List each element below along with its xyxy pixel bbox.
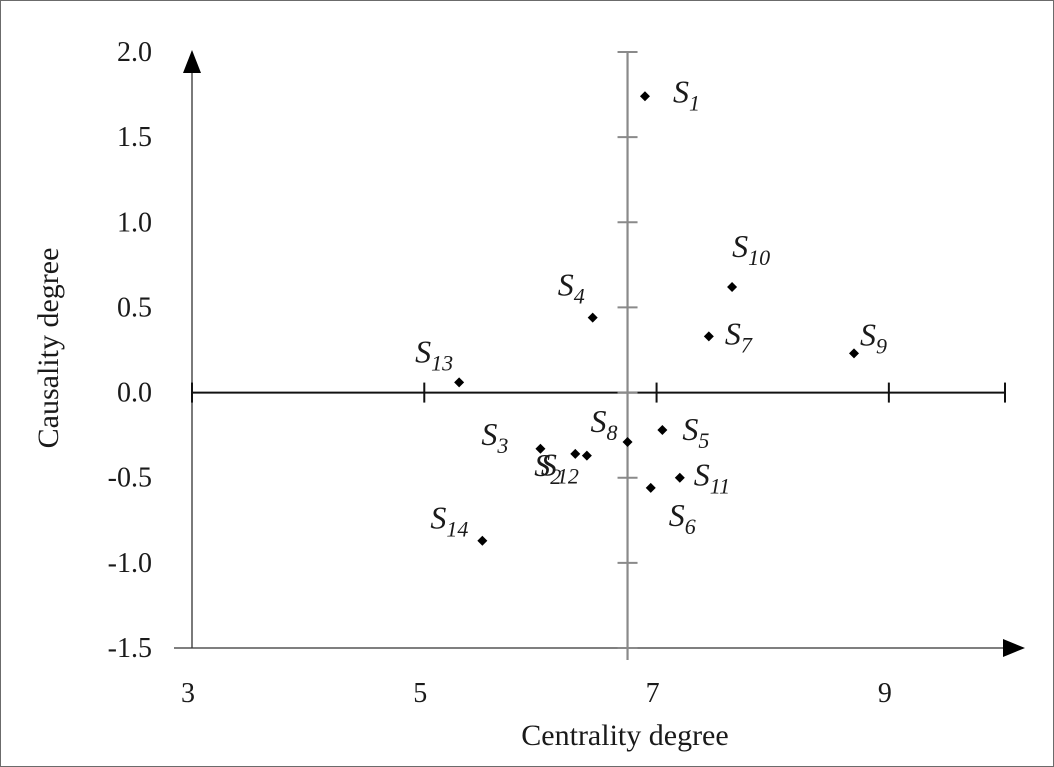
point-label-subscript: 2: [550, 464, 561, 489]
tick-labels-group: 2.0 1.5 1.0 0.5 0.0 -0.5 -1.0 -1.5 3 5 7 9: [108, 37, 892, 709]
x-tick-label: 5: [413, 678, 427, 709]
point-label: S6: [669, 497, 696, 539]
point-label: S2: [534, 447, 561, 489]
point-marker: [849, 348, 860, 359]
point-label-subscript: 7: [741, 332, 753, 357]
point-label-letter: S: [732, 228, 748, 264]
x-tick-label: 7: [646, 678, 660, 709]
x-axis-arrow: [1003, 639, 1025, 657]
point-label-subscript: 6: [685, 514, 696, 539]
point-marker: [477, 535, 488, 546]
point-label: S3: [481, 416, 508, 458]
point-label-subscript: 9: [876, 333, 887, 358]
y-axis-arrow: [183, 50, 201, 73]
y-tick-label: 1.0: [117, 207, 152, 238]
x-axis-title: Centrality degree: [521, 719, 728, 752]
y-tick-label: -1.0: [108, 548, 152, 579]
point-label: S14: [430, 500, 468, 542]
point-label-letter: S: [669, 497, 685, 533]
point-label: S8: [591, 403, 618, 445]
x-tick-label: 3: [181, 678, 195, 709]
y-tick-label: 1.5: [117, 122, 152, 153]
points-group: [454, 91, 860, 546]
point-label: S5: [682, 411, 709, 453]
point-marker: [703, 331, 714, 342]
point-label: S9: [860, 316, 887, 358]
point-label-subscript: 13: [431, 350, 453, 375]
point-marker: [587, 312, 598, 323]
point-label-letter: S: [694, 457, 710, 493]
y-tick-label: 2.0: [117, 37, 152, 68]
y-tick-label: 0.5: [117, 292, 152, 323]
point-label: S11: [694, 457, 730, 499]
point-marker: [622, 436, 633, 447]
point-label: S7: [725, 315, 753, 357]
point-marker: [727, 281, 738, 292]
point-marker: [581, 450, 592, 461]
point-label: S10: [732, 228, 770, 270]
point-label-subscript: 10: [748, 245, 770, 270]
point-label-subscript: 5: [698, 428, 709, 453]
point-label-subscript: 14: [446, 517, 468, 542]
point-label-letter: S: [558, 267, 574, 303]
reference-line-group: [617, 51, 638, 660]
point-label-letter: S: [430, 500, 446, 536]
point-label-letter: S: [673, 73, 689, 109]
point-label-letter: S: [481, 416, 497, 452]
point-label-subscript: 4: [574, 284, 585, 309]
point-label-subscript: 11: [710, 474, 730, 499]
point-label-subscript: 3: [496, 433, 508, 458]
point-marker: [535, 443, 546, 454]
point-marker: [674, 472, 685, 483]
x-tick-label: 9: [878, 678, 892, 709]
point-label-letter: S: [860, 316, 876, 352]
point-label-subscript: 1: [689, 90, 700, 115]
point-label-letter: S: [534, 447, 550, 483]
point-marker: [570, 448, 581, 459]
point-label: S12: [541, 447, 579, 489]
point-label: S4: [558, 267, 585, 309]
point-label: S13: [415, 333, 453, 375]
point-marker: [639, 91, 650, 102]
y-axis-title: Causality degree: [32, 248, 65, 449]
point-label-letter: S: [682, 411, 698, 447]
point-label-letter: S: [415, 333, 431, 369]
point-marker: [454, 377, 465, 388]
point-label: S1: [673, 73, 700, 115]
y-tick-label: -0.5: [108, 463, 152, 494]
point-marker: [657, 425, 668, 436]
point-label-subscript: 8: [607, 420, 618, 445]
point-label-letter: S: [541, 447, 557, 483]
point-label-letter: S: [591, 403, 607, 439]
y-tick-label: -1.5: [108, 633, 152, 664]
point-label-letter: S: [725, 315, 741, 351]
point-label-subscript: 12: [557, 464, 579, 489]
axes-group: [174, 50, 1025, 657]
point-marker: [645, 482, 656, 493]
y-tick-label: 0.0: [117, 378, 152, 409]
